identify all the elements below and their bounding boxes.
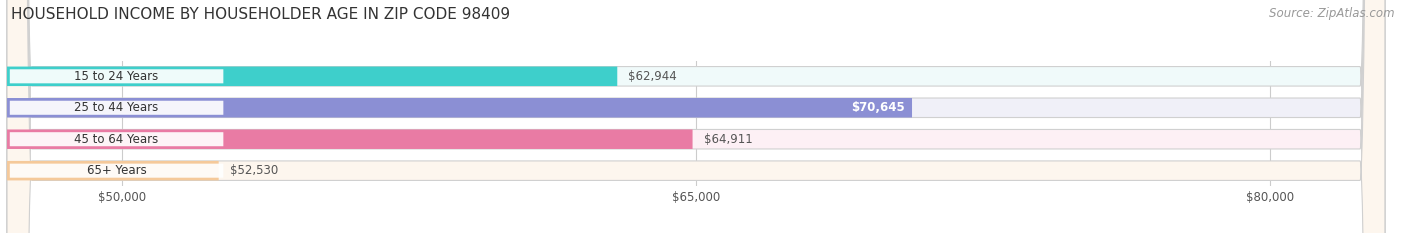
- FancyBboxPatch shape: [10, 164, 224, 178]
- FancyBboxPatch shape: [10, 132, 224, 146]
- FancyBboxPatch shape: [7, 0, 1385, 233]
- Text: $70,645: $70,645: [852, 101, 905, 114]
- Text: $62,944: $62,944: [628, 70, 678, 83]
- FancyBboxPatch shape: [7, 0, 1385, 233]
- FancyBboxPatch shape: [7, 0, 1385, 233]
- Text: HOUSEHOLD INCOME BY HOUSEHOLDER AGE IN ZIP CODE 98409: HOUSEHOLD INCOME BY HOUSEHOLDER AGE IN Z…: [11, 7, 510, 22]
- Text: Source: ZipAtlas.com: Source: ZipAtlas.com: [1270, 7, 1395, 20]
- Text: 65+ Years: 65+ Years: [87, 164, 146, 177]
- FancyBboxPatch shape: [7, 98, 912, 117]
- FancyBboxPatch shape: [7, 67, 617, 86]
- FancyBboxPatch shape: [10, 69, 224, 83]
- Text: 25 to 44 Years: 25 to 44 Years: [75, 101, 159, 114]
- FancyBboxPatch shape: [10, 101, 224, 115]
- Text: 45 to 64 Years: 45 to 64 Years: [75, 133, 159, 146]
- FancyBboxPatch shape: [7, 130, 693, 149]
- Text: $64,911: $64,911: [703, 133, 752, 146]
- Text: 15 to 24 Years: 15 to 24 Years: [75, 70, 159, 83]
- Text: $52,530: $52,530: [229, 164, 278, 177]
- FancyBboxPatch shape: [7, 161, 219, 180]
- FancyBboxPatch shape: [7, 0, 1385, 233]
